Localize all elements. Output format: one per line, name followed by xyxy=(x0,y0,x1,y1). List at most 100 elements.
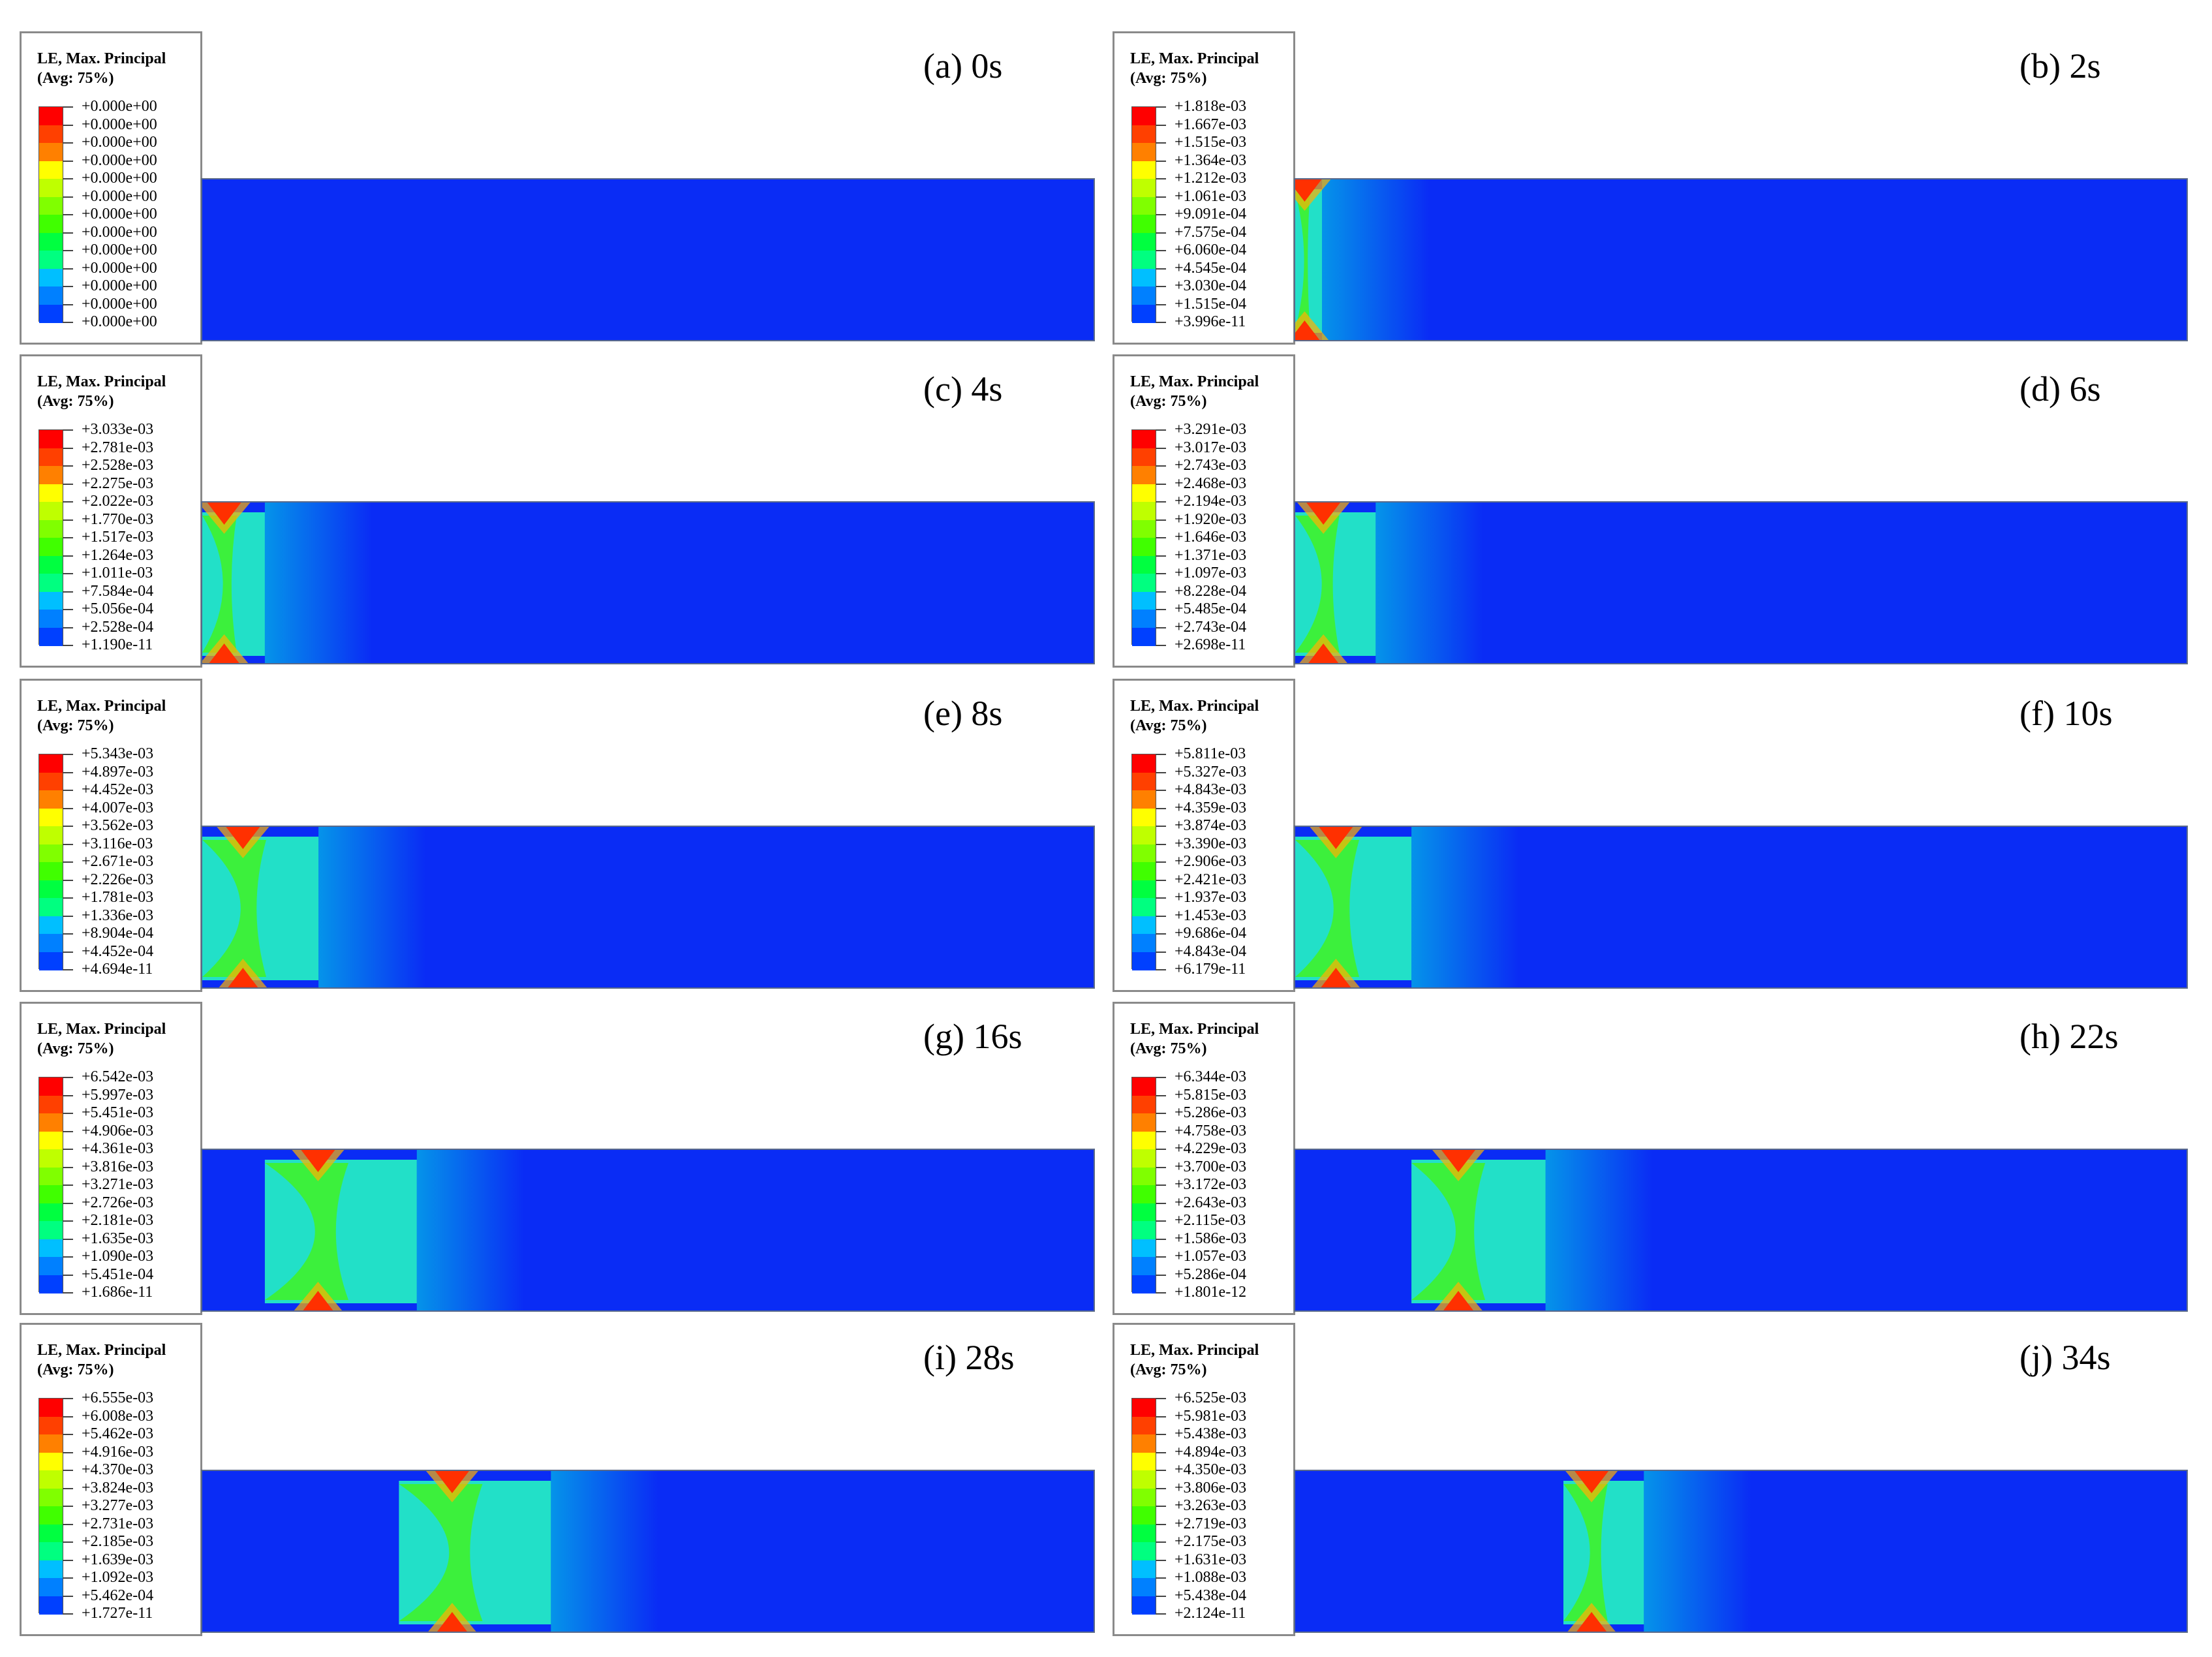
color-bar-segment xyxy=(1132,1399,1156,1417)
color-bar-tick xyxy=(1156,1470,1166,1471)
color-bar-tick xyxy=(1156,861,1166,863)
color-bar-tick xyxy=(1156,537,1166,538)
color-bar xyxy=(38,429,73,646)
color-bar-tick xyxy=(1156,1559,1166,1561)
color-bar-tick xyxy=(63,1220,73,1222)
color-bar-segment xyxy=(1132,1113,1156,1132)
legend-value: +1.061e-03 xyxy=(1175,187,1247,205)
color-bar-segment xyxy=(1132,555,1156,574)
panel-label: (d) 6s xyxy=(2020,369,2101,409)
legend-box: LE, Max. Principal (Avg: 75%) +5.343e-03 +4… xyxy=(20,679,202,992)
strain-hotspot xyxy=(1308,643,1339,663)
color-bar-segment xyxy=(39,1506,63,1525)
legend-value: +4.894e-03 xyxy=(1175,1443,1247,1461)
color-bar-segment xyxy=(39,790,63,809)
color-bar-tick xyxy=(1156,447,1166,449)
strain-hotspot xyxy=(1575,1471,1609,1493)
color-bar-tick xyxy=(63,250,73,251)
panel-label: (b) 2s xyxy=(2020,46,2101,85)
strain-zone-graphic xyxy=(1411,1150,1653,1310)
color-bar-tick xyxy=(1156,1274,1166,1276)
color-bar-tick xyxy=(63,268,73,270)
color-bar-tick xyxy=(63,1149,73,1150)
legend-value: +4.361e-03 xyxy=(82,1140,154,1157)
color-bar-segment xyxy=(1132,1077,1156,1096)
color-bar-segment xyxy=(1132,1578,1156,1597)
color-bar-segment xyxy=(1132,1506,1156,1525)
legend-value: +5.286e-04 xyxy=(1175,1265,1247,1283)
color-bar-tick xyxy=(63,609,73,610)
color-bar-tick xyxy=(63,645,73,646)
color-bar-segment xyxy=(1132,161,1156,179)
color-bar-tick xyxy=(63,1506,73,1507)
color-bar-tick xyxy=(1156,1094,1166,1096)
color-bar-tick xyxy=(1156,1595,1166,1597)
legend-value: +5.811e-03 xyxy=(1175,745,1246,762)
legend-value: +2.115e-03 xyxy=(1175,1212,1246,1229)
legend-value: +3.033e-03 xyxy=(82,421,154,438)
color-bar-tick xyxy=(1156,807,1166,809)
color-bar-segment xyxy=(39,772,63,791)
strain-hotspot xyxy=(435,1471,469,1493)
strain-zone-graphic xyxy=(1295,827,1519,987)
legend-value: +1.212e-03 xyxy=(1175,170,1247,187)
color-bar-segment xyxy=(1132,627,1156,646)
color-bar-tick xyxy=(63,861,73,863)
strain-contour-field xyxy=(201,178,1095,341)
color-bar-segment xyxy=(39,1149,63,1168)
color-bar-tick xyxy=(1156,879,1166,881)
strain-hotspot xyxy=(1306,503,1341,525)
color-bar-tick xyxy=(1156,1166,1166,1168)
strain-zone-green xyxy=(264,1163,348,1300)
color-bar-tick xyxy=(63,160,73,162)
panel-label: (h) 22s xyxy=(2020,1017,2119,1056)
color-bar-tick xyxy=(1156,1077,1166,1078)
color-bar-tick xyxy=(1156,124,1166,126)
strain-tail xyxy=(264,503,373,663)
strain-contour-field xyxy=(201,1470,1095,1633)
strain-contour-field xyxy=(201,501,1095,664)
legend-value: +1.097e-03 xyxy=(1175,565,1247,581)
color-bar-tick xyxy=(1156,771,1166,773)
strain-hotspot xyxy=(1576,1612,1607,1632)
color-bar-tick xyxy=(63,1238,73,1240)
color-bar-segment xyxy=(1132,1488,1156,1507)
legend-averaging: (Avg: 75%) xyxy=(37,717,114,734)
legend-value: +2.743e-04 xyxy=(1175,618,1247,636)
legend-value: +5.981e-03 xyxy=(1175,1407,1247,1425)
legend-value: +8.228e-04 xyxy=(1175,582,1247,600)
legend-value: +2.781e-03 xyxy=(82,439,154,456)
legend-box: LE, Max. Principal (Avg: 75%) +3.033e-03 +2… xyxy=(20,354,202,668)
color-bar-segment xyxy=(39,808,63,827)
color-bar-tick xyxy=(63,1094,73,1096)
color-bar-tick xyxy=(1156,627,1166,628)
strain-zone-graphic xyxy=(202,503,373,663)
legend-box: LE, Max. Principal (Avg: 75%) +1.818e-03 +1… xyxy=(1113,31,1295,345)
legend-value: +3.700e-03 xyxy=(1175,1158,1247,1175)
color-bar-segment xyxy=(39,251,63,270)
legend-box: LE, Max. Principal (Avg: 75%) +6.555e-03 +6… xyxy=(20,1323,202,1636)
color-bar-tick xyxy=(1156,232,1166,234)
legend-box: LE, Max. Principal (Avg: 75%) +0.000e+00 +0… xyxy=(20,31,202,345)
color-bar-tick xyxy=(63,807,73,809)
color-bar xyxy=(1131,106,1166,323)
color-bar-tick xyxy=(63,196,73,198)
panel-label: (j) 34s xyxy=(2020,1338,2111,1377)
color-bar-tick xyxy=(63,771,73,773)
color-bar-segment xyxy=(1132,610,1156,628)
color-bar-tick xyxy=(1156,1434,1166,1435)
color-bar-tick xyxy=(1156,969,1166,970)
legend-value: +0.000e+00 xyxy=(82,98,157,115)
legend-value: +4.350e-03 xyxy=(1175,1461,1247,1478)
color-bar-segment xyxy=(39,1596,63,1615)
color-bar-tick xyxy=(63,322,73,323)
color-bar-tick xyxy=(63,1292,73,1293)
color-bar-segment xyxy=(1132,268,1156,287)
color-bar xyxy=(38,754,73,970)
legend-value: +3.271e-03 xyxy=(82,1176,154,1193)
legend-title: LE, Max. Principal xyxy=(37,373,166,390)
legend-value: +5.438e-03 xyxy=(1175,1425,1247,1442)
color-bar-segment xyxy=(39,1542,63,1561)
color-bar-segment xyxy=(1132,790,1156,809)
legend-value: +5.056e-04 xyxy=(82,600,154,617)
